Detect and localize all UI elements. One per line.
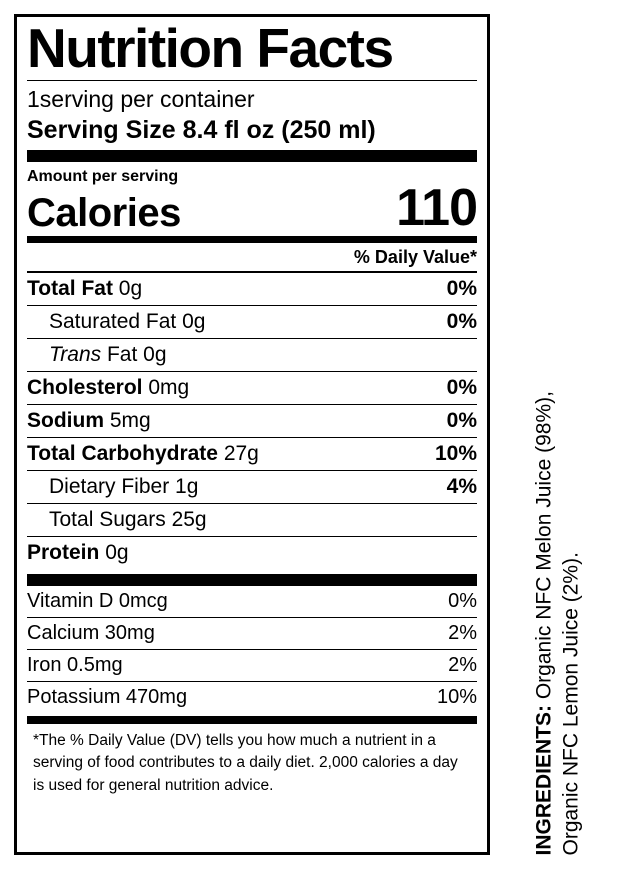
table-row: Trans Fat 0g	[27, 337, 477, 371]
thick-divider-calories	[27, 235, 477, 243]
serving-size: Serving Size 8.4 fl oz (250 ml)	[27, 115, 376, 144]
nutrition-facts-panel: Nutrition Facts 1serving per container S…	[14, 14, 490, 855]
ingredients-line-1-rest: Organic NFC Melon Juice (98%),	[532, 390, 556, 705]
table-row: Cholesterol 0mg 0%	[27, 370, 477, 404]
ingredients-heading: INGREDIENTS:	[532, 704, 556, 855]
thick-divider-footnote	[27, 715, 477, 724]
title-divider	[27, 80, 477, 81]
nutrient-dv: 10%	[434, 441, 477, 465]
vitamin-dv: 2%	[448, 653, 477, 676]
ingredients-panel: INGREDIENTS: Organic NFC Melon Juice (98…	[498, 14, 618, 855]
amount-per-serving-label: Amount per serving	[27, 167, 179, 185]
vitamin-dv: 2%	[448, 621, 477, 644]
table-row: Calcium 30mg 2%	[27, 616, 477, 649]
thick-divider-protein	[27, 573, 477, 586]
nutrient-name: Sodium 5mg	[27, 408, 151, 432]
ingredients-line-1: INGREDIENTS: Organic NFC Melon Juice (98…	[531, 14, 558, 855]
table-row: Dietary Fiber 1g 4%	[27, 469, 477, 503]
vitamin-name: Calcium 30mg	[27, 621, 155, 644]
table-row: Saturated Fat 0g 0%	[27, 304, 477, 338]
nutrient-name: Protein 0g	[27, 540, 129, 564]
ingredients-text: INGREDIENTS: Organic NFC Melon Juice (98…	[531, 14, 586, 855]
table-row: Sodium 5mg 0%	[27, 403, 477, 437]
vitamin-name: Iron 0.5mg	[27, 653, 123, 676]
nutrient-dv: 0%	[446, 309, 477, 333]
servings-per-container: 1serving per container	[27, 86, 255, 112]
vitamin-dv: 0%	[448, 589, 477, 612]
daily-value-footnote: *The % Daily Value (DV) tells you how mu…	[33, 731, 458, 794]
table-row: Vitamin D 0mcg 0%	[27, 586, 477, 617]
nutrient-dv: 0%	[446, 276, 477, 300]
nutrient-dv: 0%	[446, 375, 477, 399]
vitamin-name: Potassium 470mg	[27, 685, 188, 708]
vitamin-dv: 10%	[436, 685, 477, 708]
nutrient-name: Total Carbohydrate 27g	[27, 441, 259, 465]
nutrient-name: Total Sugars 25g	[49, 507, 207, 531]
nutrient-name: Trans Fat 0g	[49, 342, 167, 366]
ingredients-line-2: Organic NFC Lemon Juice (2%).	[560, 551, 583, 855]
nutrient-name: Saturated Fat 0g	[49, 309, 206, 333]
table-row: Total Fat 0g 0%	[27, 270, 477, 305]
table-row: Iron 0.5mg 2%	[27, 648, 477, 681]
calories-row: Calories 110	[27, 178, 478, 237]
page-title: Nutrition Facts	[27, 17, 394, 79]
thick-divider-top	[27, 149, 477, 162]
table-row: Protein 0g	[27, 535, 477, 569]
table-row: Potassium 470mg 10%	[27, 680, 477, 713]
vitamin-name: Vitamin D 0mcg	[27, 589, 168, 612]
calories-value: 110	[396, 178, 478, 237]
calories-label: Calories	[27, 190, 181, 235]
daily-value-header: % Daily Value*	[353, 246, 477, 267]
nutrient-dv: 0%	[446, 408, 477, 432]
nutrient-name: Dietary Fiber 1g	[49, 474, 199, 498]
nutrient-name: Total Fat 0g	[27, 276, 143, 300]
table-row: Total Sugars 25g	[27, 502, 477, 536]
table-row: Total Carbohydrate 27g 10%	[27, 436, 477, 470]
nutrient-name: Cholesterol 0mg	[27, 375, 190, 399]
nutrient-dv: 4%	[446, 474, 477, 498]
